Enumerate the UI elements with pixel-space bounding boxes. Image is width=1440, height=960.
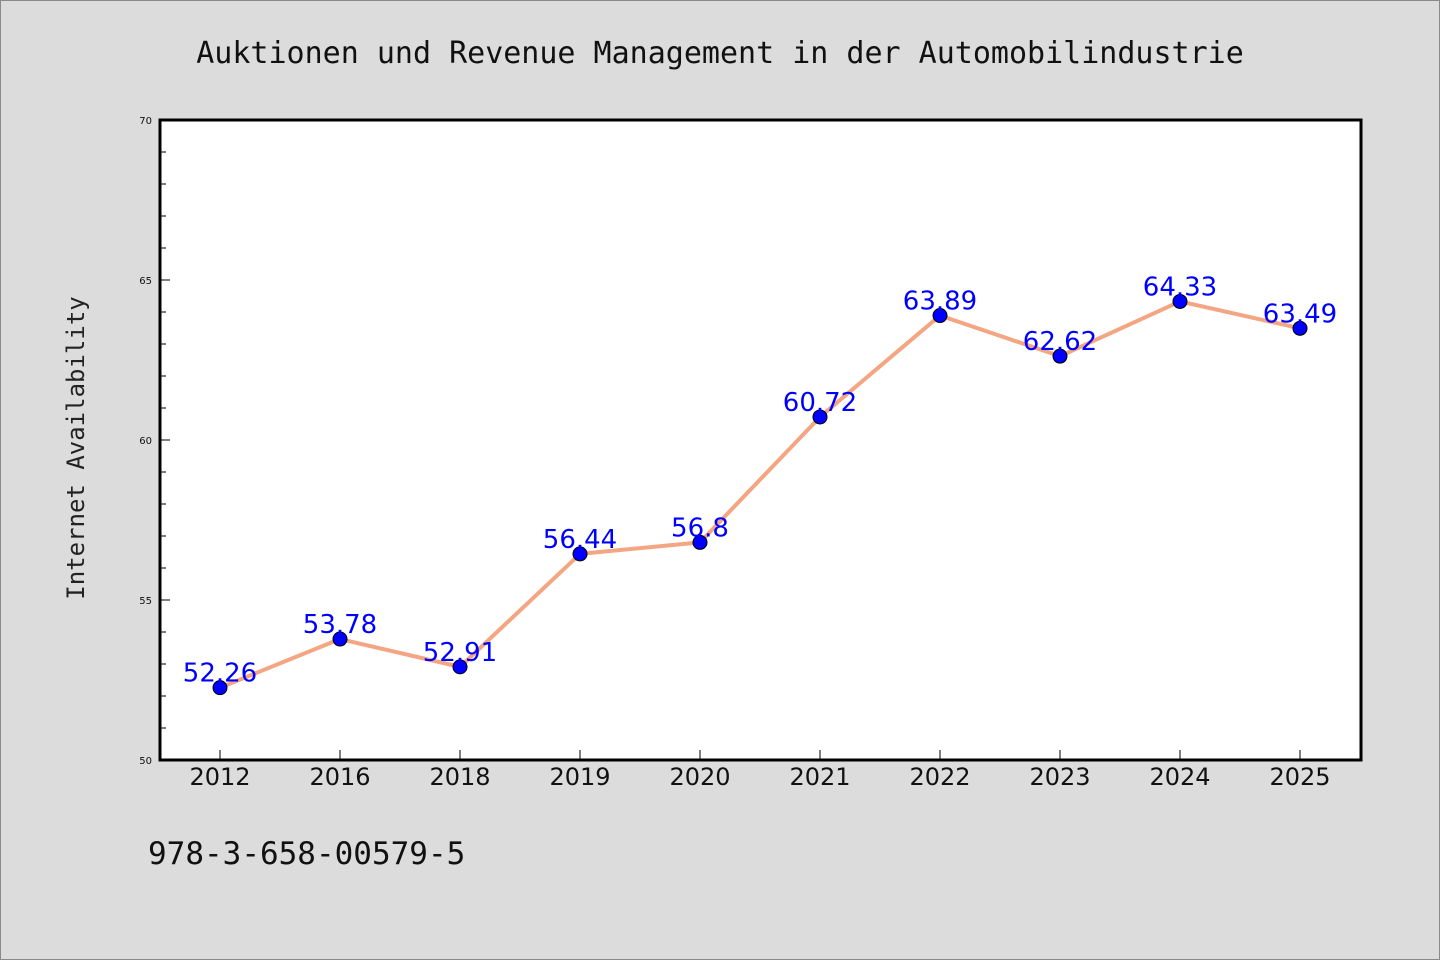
x-tick-label: 2020 — [669, 763, 730, 791]
x-tick-label: 2025 — [1269, 763, 1330, 791]
plot-area — [160, 120, 1361, 760]
x-tick-label: 2023 — [1029, 763, 1090, 791]
markers-group — [212, 293, 1308, 696]
data-point — [932, 308, 948, 324]
x-tick-label: 2021 — [789, 763, 850, 791]
data-label: 56.8 — [671, 513, 729, 543]
data-label: 52.91 — [423, 638, 497, 668]
x-tick-label: 2018 — [429, 763, 490, 791]
y-axis-label: Internet Availability — [62, 296, 90, 599]
x-axis: 2012 2016 2018 2019 2020 2021 2022 2023 2024 2025 — [189, 750, 1331, 791]
data-label: 63.89 — [903, 287, 977, 317]
x-tick-label: 2022 — [909, 763, 970, 791]
data-point — [1052, 348, 1068, 364]
data-point — [572, 546, 588, 562]
series-line-group — [218, 299, 1302, 690]
data-point — [452, 659, 468, 675]
data-point — [812, 409, 828, 425]
data-point — [1292, 320, 1308, 336]
x-tick-label: 2016 — [309, 763, 370, 791]
data-label: 53.78 — [303, 610, 377, 640]
x-tick-label: 2019 — [549, 763, 610, 791]
series-line — [218, 299, 1302, 690]
data-label: 52.26 — [183, 659, 257, 689]
data-point — [1172, 293, 1188, 309]
plot-border — [158, 118, 1363, 762]
x-tick-label: 2024 — [1149, 763, 1210, 791]
data-point — [332, 631, 348, 647]
data-label: 62.62 — [1023, 327, 1097, 357]
data-label: 56.44 — [543, 525, 617, 555]
data-point — [692, 534, 708, 550]
y-tick-label: 55 — [139, 596, 152, 607]
chart-title: Auktionen und Revenue Management in der … — [196, 36, 1244, 71]
y-tick-label: 60 — [139, 436, 152, 447]
data-label: 60.72 — [783, 388, 857, 418]
x-tick-label: 2012 — [189, 763, 250, 791]
footer-isbn: 978-3-658-00579-5 — [148, 836, 465, 872]
y-tick-label: 50 — [139, 756, 152, 767]
y-tick-label: 65 — [139, 276, 152, 287]
data-label: 63.49 — [1263, 299, 1337, 329]
data-point — [212, 680, 228, 696]
y-tick-label: 70 — [139, 116, 152, 127]
data-labels-group: 52.26 53.78 52.91 56.44 56.8 60.72 63.89 62.62 6… — [183, 272, 1337, 688]
data-label: 64.33 — [1143, 272, 1217, 302]
